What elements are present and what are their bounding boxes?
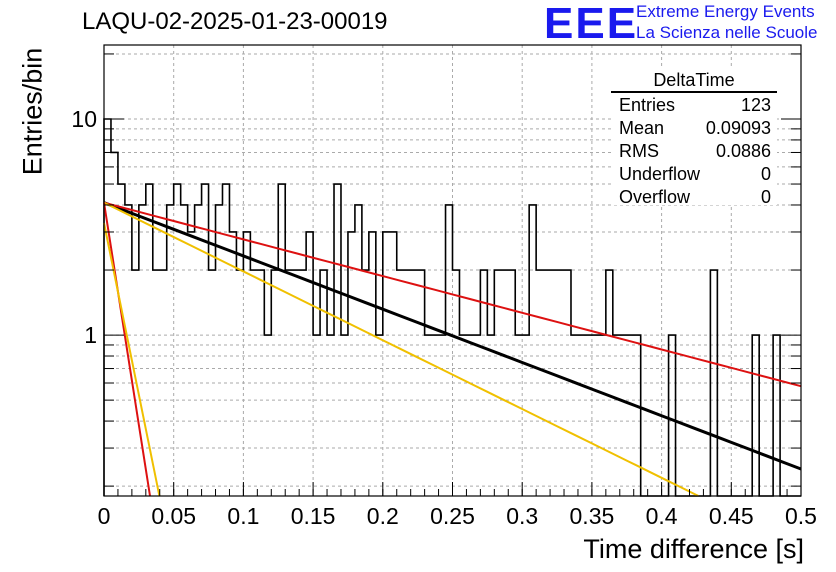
x-tick-label: 0.5 [785, 503, 817, 529]
x-axis-title: Time difference [s] [583, 534, 804, 564]
stats-value: 0 [760, 164, 771, 184]
tick-labels: 0 0.05 0.1 0.15 0.2 0.25 0.3 0.35 0.4 0.45 0.5 1 10 [71, 106, 817, 529]
chart-title: LAQU-02-2025-01-23-00019 [82, 8, 388, 35]
stats-label: RMS [619, 141, 659, 161]
stats-label: Entries [619, 95, 676, 115]
stats-value: 0 [760, 187, 771, 207]
x-tick-label: 0.2 [367, 503, 399, 529]
eee-logo: EEE [544, 0, 639, 48]
x-tick-label: 0.45 [709, 503, 754, 529]
x-tick-label: 0.25 [430, 503, 475, 529]
x-tick-label: 0 [98, 503, 111, 529]
fit-line [103, 201, 802, 471]
fit-line [103, 202, 151, 497]
stats-value: 0.09093 [705, 118, 771, 138]
stats-row: Overflow 0 [611, 187, 777, 210]
stats-label: Underflow [619, 164, 701, 184]
stats-row: RMS 0.0886 [611, 141, 777, 164]
stats-label: Mean [619, 118, 665, 138]
logo-subtitle-2: La Scienza nelle Scuole [636, 23, 818, 42]
x-tick-label: 0.1 [227, 503, 259, 529]
y-tick-label: 1 [84, 322, 97, 348]
stats-label: Overflow [619, 187, 691, 207]
stats-value: 123 [740, 95, 771, 115]
histogram [103, 118, 801, 497]
fit-line [103, 201, 699, 497]
fit-line [103, 222, 161, 497]
y-tick-label: 10 [71, 106, 97, 132]
x-tick-label: 0.05 [151, 503, 196, 529]
stats-row: Mean 0.09093 [611, 118, 777, 141]
stats-row: Underflow 0 [611, 164, 777, 187]
axis-ticks [103, 53, 802, 496]
histogram-outline [103, 118, 801, 497]
grid-lines [104, 45, 801, 496]
stats-box: DeltaTime Entries 123 Mean 0.09093 RMS 0… [611, 69, 777, 207]
stats-value: 0.0886 [715, 141, 771, 161]
logo-subtitle-1: Extreme Energy Events [636, 2, 815, 21]
x-tick-label: 0.4 [646, 503, 678, 529]
y-axis-title: Entries/bin [17, 47, 48, 176]
stats-row: Entries 123 [611, 95, 777, 118]
fit-curves [103, 201, 802, 497]
x-tick-label: 0.15 [291, 503, 336, 529]
stats-title: DeltaTime [611, 69, 777, 93]
fit-line [103, 201, 802, 388]
x-tick-label: 0.3 [506, 503, 538, 529]
x-tick-label: 0.35 [570, 503, 615, 529]
